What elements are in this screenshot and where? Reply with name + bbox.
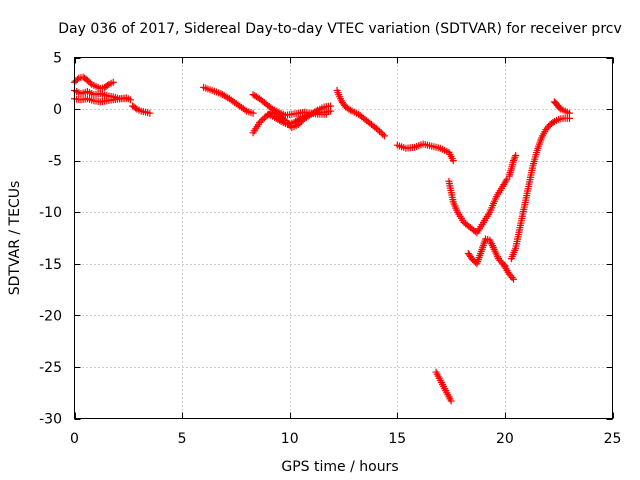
x-tick-label: 5 — [178, 431, 187, 447]
data-point — [275, 116, 283, 124]
y-tick-label: -10 — [39, 205, 62, 221]
y-axis-label: SDTVAR / TECUs — [7, 181, 23, 296]
series-arc-f2 — [507, 114, 573, 263]
series-arc-b4 — [264, 107, 335, 129]
data-point — [131, 104, 139, 112]
series-arc-b1 — [200, 83, 257, 117]
series-arc-f1 — [505, 151, 520, 180]
series-arc-c1 — [333, 87, 388, 140]
series-arc-a3 — [71, 95, 130, 106]
series-arc-d2 — [445, 175, 511, 237]
data-point — [376, 127, 384, 135]
y-tick-label: 5 — [53, 51, 62, 67]
data-point — [241, 106, 249, 114]
data-point — [295, 115, 303, 123]
y-tick-label: -15 — [39, 257, 62, 273]
x-tick-label: 10 — [281, 431, 299, 447]
x-tick-label: 15 — [388, 431, 406, 447]
x-axis-label: GPS time / hours — [281, 459, 398, 475]
data-point — [508, 274, 516, 282]
data-point — [126, 96, 134, 104]
data-point — [327, 107, 335, 115]
x-tick-label: 20 — [496, 431, 514, 447]
data-point — [346, 106, 354, 114]
data-point — [565, 109, 573, 117]
data-point — [257, 117, 265, 125]
plot-frame — [74, 57, 613, 419]
series-arc-a4 — [129, 102, 154, 117]
data-point — [249, 109, 257, 117]
data-point — [549, 118, 557, 126]
y-tick-label: -25 — [39, 360, 62, 376]
data-point — [374, 126, 382, 134]
y-tick-label: -30 — [39, 412, 62, 428]
series-arc-f3 — [550, 98, 573, 117]
data-point — [510, 157, 518, 165]
data-point — [122, 95, 130, 103]
data-point — [380, 132, 388, 140]
grid-lines — [74, 57, 613, 419]
series-arc-d4 — [501, 263, 518, 283]
data-point — [377, 129, 385, 137]
data-point — [447, 397, 455, 405]
data-point — [86, 79, 94, 87]
data-point — [449, 157, 457, 165]
x-tick-label: 25 — [604, 431, 622, 447]
series-arc-d3 — [464, 235, 509, 270]
data-point — [146, 109, 154, 117]
data-point — [510, 155, 518, 163]
y-tick-label: 0 — [53, 102, 62, 118]
series-arc-a1 — [71, 73, 117, 92]
data-point — [109, 78, 117, 86]
data-point — [259, 115, 267, 123]
data-point — [103, 81, 111, 89]
data-point — [379, 130, 387, 138]
data-point — [511, 153, 519, 161]
y-tick-label: -5 — [48, 154, 62, 170]
series-arc-d1 — [393, 140, 457, 165]
data-point — [73, 76, 81, 84]
series-arc-e1 — [432, 368, 455, 405]
data-marks — [71, 73, 573, 405]
axis-ticks: 0 5 10 15 20 25 5 0 -5 -10 -15 -20 -25 -30 — [39, 51, 621, 448]
data-point — [510, 275, 518, 283]
data-point — [512, 151, 520, 159]
x-tick-label: 0 — [70, 431, 79, 447]
y-tick-label: -20 — [39, 308, 62, 324]
chart-title: Day 036 of 2017, Sidereal Day-to-day VTE… — [58, 21, 622, 37]
data-point — [256, 118, 264, 126]
